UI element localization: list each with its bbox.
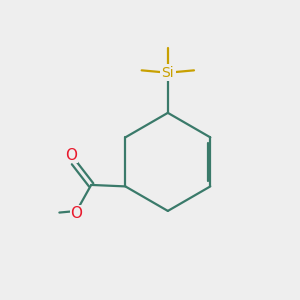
Text: O: O xyxy=(70,206,82,221)
Text: O: O xyxy=(66,148,78,163)
Text: Si: Si xyxy=(161,66,174,80)
